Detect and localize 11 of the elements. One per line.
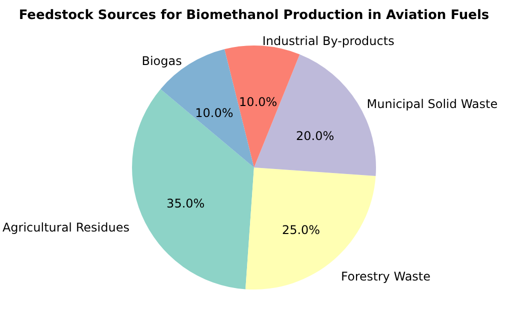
data-label: 35.0% xyxy=(166,196,205,211)
slice-label: Forestry Waste xyxy=(341,269,431,284)
data-label: 10.0% xyxy=(195,106,234,120)
data-label: 20.0% xyxy=(296,129,334,144)
data-label: 25.0% xyxy=(282,223,320,238)
slice-label: Agricultural Residues xyxy=(2,220,130,234)
slice-label: Municipal Solid Waste xyxy=(366,96,498,111)
slice-label: Industrial By-products xyxy=(262,34,394,48)
chart-title: Feedstock Sources for Biomethanol Production in Aviation Fuels xyxy=(18,8,490,23)
slice-label: Biogas xyxy=(142,54,182,68)
data-label: 10.0% xyxy=(239,94,278,109)
